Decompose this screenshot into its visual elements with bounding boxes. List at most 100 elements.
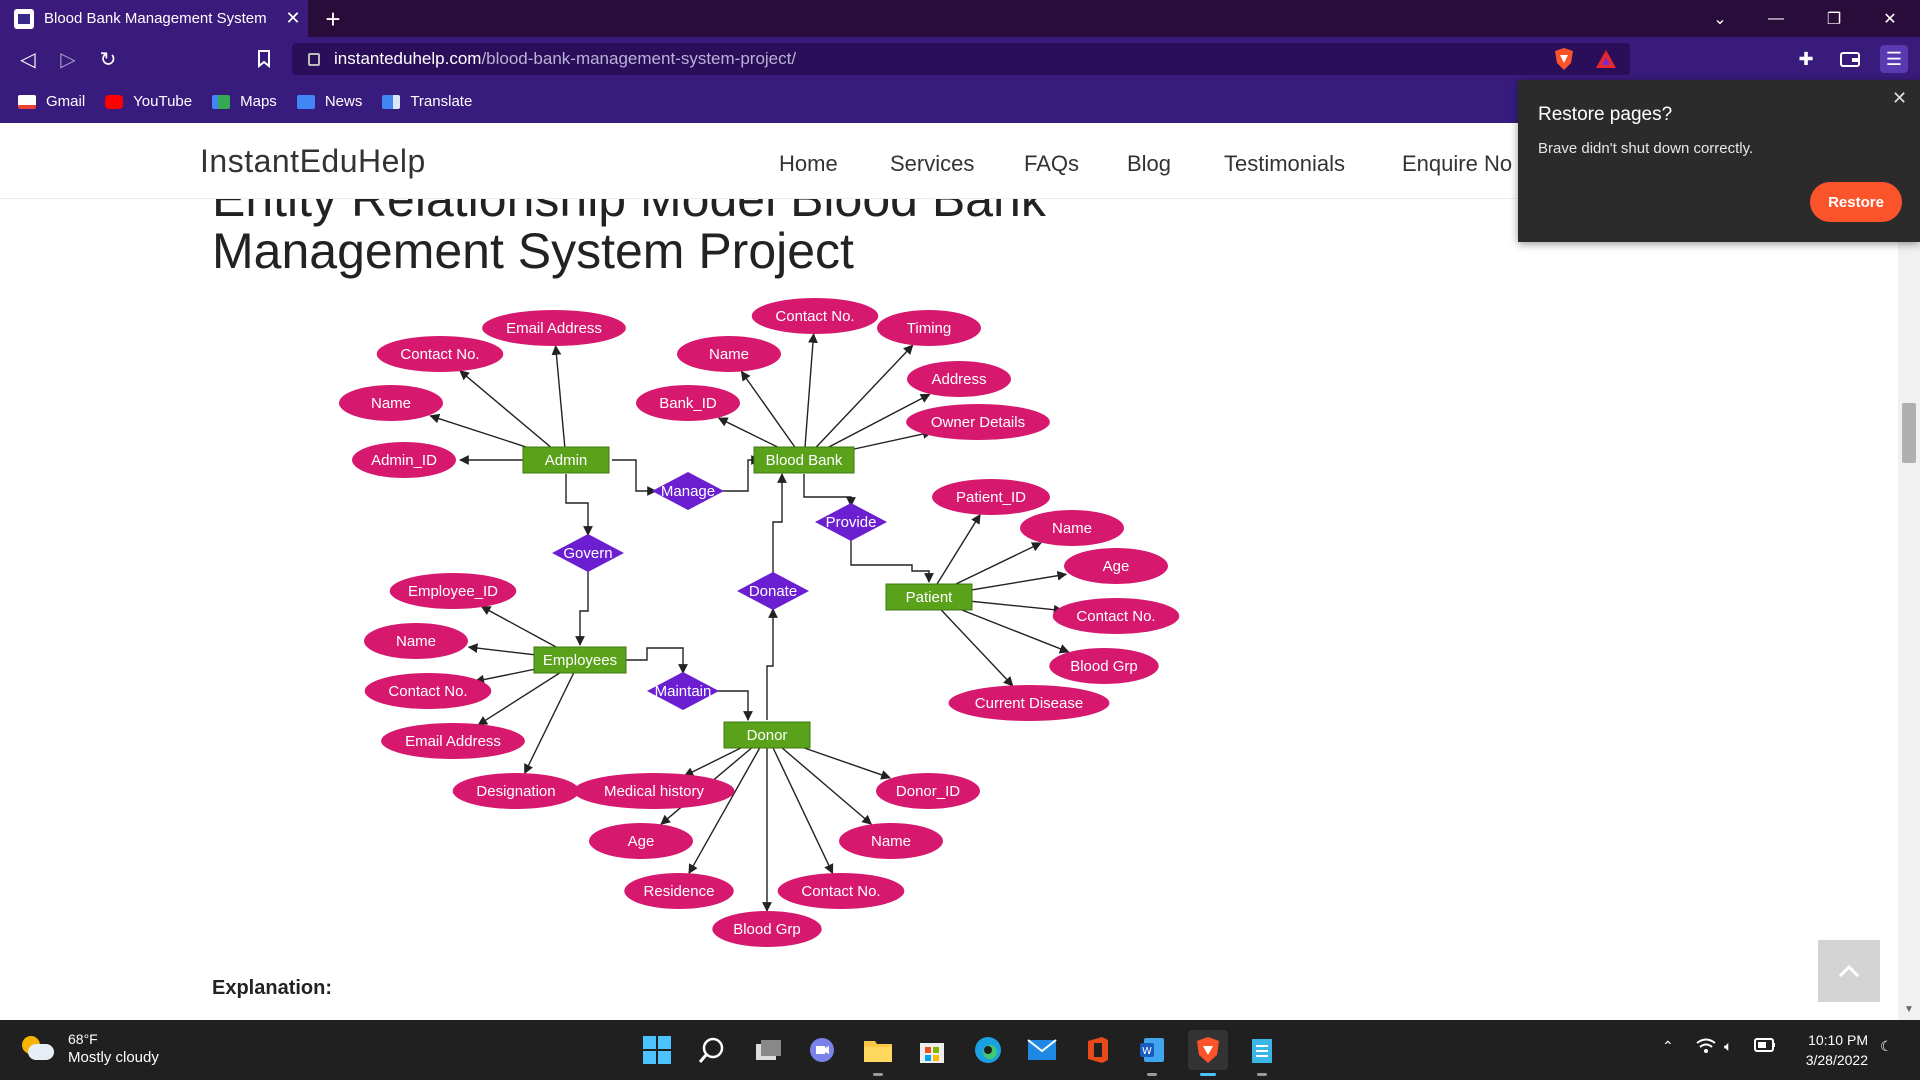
- reload-icon[interactable]: ↻: [99, 48, 117, 71]
- attribute-label: Email Address: [405, 733, 501, 750]
- brave-browser-icon[interactable]: [1188, 1030, 1228, 1076]
- notepad-icon[interactable]: [1242, 1030, 1282, 1076]
- entity-label: Admin: [545, 452, 588, 469]
- brave-rewards-icon[interactable]: [1592, 45, 1620, 73]
- attribute-patient-2: [1064, 548, 1168, 584]
- attribute-label: Employee_ID: [408, 583, 498, 600]
- back-icon[interactable]: ◁: [20, 48, 36, 71]
- notification-moon-icon[interactable]: ☾: [1880, 1038, 1893, 1054]
- attribute-label: Name: [396, 633, 436, 650]
- attribute-label: Age: [1103, 558, 1130, 575]
- bookmark-news[interactable]: News: [296, 93, 362, 110]
- wifi-icon[interactable]: [1696, 1038, 1716, 1057]
- attribute-bloodbank-3: [907, 361, 1011, 397]
- restore-window-button[interactable]: ❐: [1826, 10, 1842, 28]
- attribute-connector: [459, 370, 567, 461]
- start-button[interactable]: [637, 1030, 677, 1070]
- weather-condition: Mostly cloudy: [68, 1049, 159, 1066]
- bookmark-youtube[interactable]: YouTube: [105, 93, 192, 110]
- address-bar[interactable]: instanteduhelp.com /blood-bank-managemen…: [292, 43, 1630, 75]
- volume-icon[interactable]: 🔈︎: [1724, 1038, 1733, 1054]
- attribute-label: Medical history: [604, 783, 705, 800]
- office-icon[interactable]: [1078, 1030, 1118, 1070]
- weather-temperature: 68°F: [68, 1031, 98, 1047]
- attribute-connector: [803, 344, 914, 461]
- tab-active[interactable]: Blood Bank Management System ✕: [0, 0, 308, 37]
- show-hidden-icons-icon[interactable]: ⌃: [1662, 1038, 1674, 1054]
- entity-label: Donor: [747, 727, 788, 744]
- back-to-top-button[interactable]: [1818, 940, 1880, 1002]
- forward-icon[interactable]: ▷: [60, 48, 76, 71]
- attribute-connector: [688, 734, 768, 875]
- menu-icon[interactable]: ☰: [1880, 45, 1908, 73]
- attribute-connector: [524, 659, 581, 775]
- attribute-donor-4: [624, 873, 734, 909]
- chat-icon[interactable]: [802, 1030, 842, 1070]
- site-logo[interactable]: InstantEduHelp: [200, 143, 426, 179]
- tab-search-chevron-icon[interactable]: ⌄: [1713, 10, 1727, 28]
- new-tab-button[interactable]: +: [325, 4, 341, 34]
- govern-employees-connector: [575, 571, 589, 646]
- scrollbar-thumb[interactable]: [1902, 403, 1916, 463]
- attribute-admin-1: [376, 336, 504, 372]
- bookmark-icon[interactable]: [248, 43, 280, 75]
- minimize-button[interactable]: —: [1768, 9, 1784, 27]
- nav-faqs[interactable]: FAQs: [1024, 151, 1080, 176]
- nav-home[interactable]: Home: [779, 151, 838, 176]
- bookmark-translate[interactable]: Translate: [382, 93, 472, 110]
- bookmark-label: Gmail: [46, 93, 86, 110]
- nav-enquire[interactable]: Enquire No: [1402, 151, 1513, 176]
- clock-date: 3/28/2022: [1805, 1052, 1868, 1068]
- battery-icon[interactable]: [1754, 1038, 1776, 1055]
- attribute-patient-3: [1052, 598, 1180, 634]
- attribute-label: Timing: [907, 320, 951, 337]
- relationship-manage: [652, 472, 724, 510]
- relationship-label: Manage: [661, 483, 715, 500]
- bookmark-maps[interactable]: Maps: [212, 93, 277, 110]
- search-icon[interactable]: [692, 1030, 732, 1070]
- attribute-admin-3: [352, 442, 456, 478]
- nav-services[interactable]: Services: [890, 151, 975, 176]
- lock-icon: [308, 52, 320, 66]
- relationship-label: Maintain: [655, 683, 712, 700]
- admin-manage-connector: [612, 459, 657, 496]
- entity-label: Blood Bank: [766, 452, 843, 469]
- maps-icon: [212, 94, 231, 109]
- file-explorer-icon[interactable]: [858, 1030, 898, 1076]
- nav-blog[interactable]: Blog: [1127, 151, 1172, 176]
- relationship-provide: [815, 503, 887, 541]
- word-icon[interactable]: W: [1132, 1030, 1172, 1076]
- microsoft-store-icon[interactable]: [912, 1030, 952, 1070]
- explanation-label: Explanation:: [212, 977, 333, 999]
- entity-label: Employees: [543, 652, 617, 669]
- scroll-down-arrow-icon[interactable]: ▼: [1904, 1004, 1914, 1015]
- mail-icon[interactable]: [1022, 1030, 1062, 1070]
- wallet-icon[interactable]: [1836, 45, 1864, 73]
- restore-button[interactable]: Restore: [1810, 182, 1902, 222]
- task-view-icon[interactable]: [748, 1030, 788, 1070]
- bookmark-gmail[interactable]: Gmail: [18, 93, 85, 110]
- popup-close-icon[interactable]: ✕: [1892, 88, 1908, 108]
- attribute-label: Contact No.: [801, 883, 880, 900]
- attribute-label: Bank_ID: [659, 395, 717, 412]
- attribute-employees-3: [381, 723, 525, 759]
- relationship-govern: [552, 534, 624, 572]
- entity-employees: [533, 646, 627, 674]
- page-scrollbar[interactable]: [1898, 123, 1920, 1020]
- nav-testimonials[interactable]: Testimonials: [1224, 151, 1346, 176]
- relationship-maintain: [647, 672, 719, 710]
- chevron-up-icon: [1838, 964, 1860, 978]
- brave-shields-icon[interactable]: [1550, 45, 1578, 73]
- extensions-icon[interactable]: ✚: [1798, 48, 1814, 69]
- gmail-icon: [18, 94, 36, 109]
- popup-title: Restore pages?: [1538, 104, 1673, 125]
- tab-close-icon[interactable]: ✕: [285, 8, 301, 28]
- close-window-button[interactable]: ✕: [1883, 10, 1897, 28]
- system-clock[interactable]: 10:10 PM 3/28/2022: [1784, 1030, 1868, 1070]
- attribute-label: Email Address: [506, 320, 602, 337]
- weather-widget[interactable]: 68°F Mostly cloudy: [22, 1030, 159, 1068]
- attribute-employees-2: [364, 673, 492, 709]
- provide-patient-connector: [850, 538, 934, 583]
- attribute-donor-2: [589, 823, 693, 859]
- edge-icon[interactable]: [968, 1030, 1008, 1070]
